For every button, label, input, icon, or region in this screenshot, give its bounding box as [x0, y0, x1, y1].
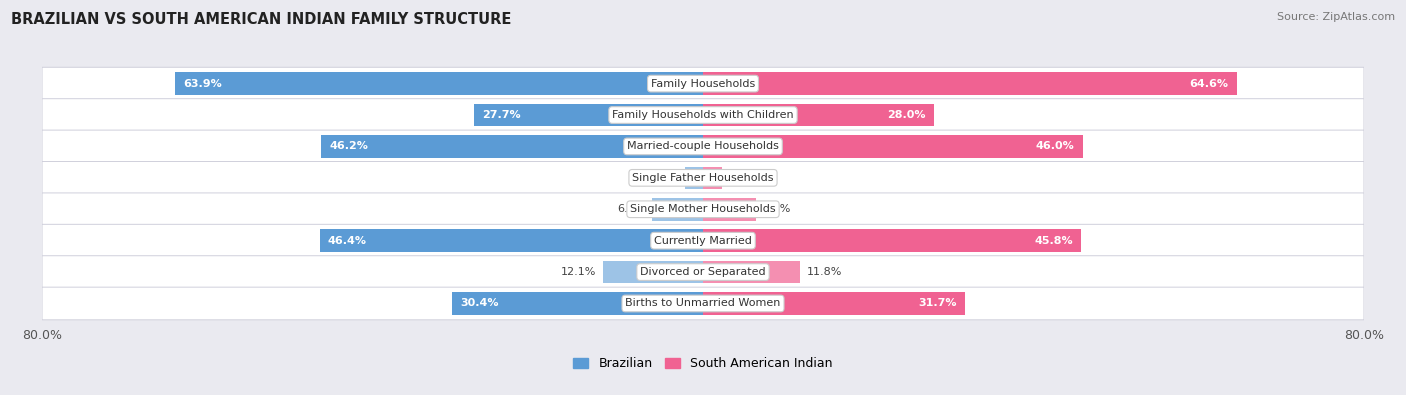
Text: BRAZILIAN VS SOUTH AMERICAN INDIAN FAMILY STRUCTURE: BRAZILIAN VS SOUTH AMERICAN INDIAN FAMIL… [11, 12, 512, 27]
Bar [703, 261, 800, 283]
FancyBboxPatch shape [42, 67, 1364, 100]
Text: Currently Married: Currently Married [654, 236, 752, 246]
Text: 27.7%: 27.7% [482, 110, 522, 120]
Bar [652, 198, 703, 220]
FancyBboxPatch shape [42, 99, 1364, 132]
Text: Births to Unmarried Women: Births to Unmarried Women [626, 299, 780, 308]
Text: 64.6%: 64.6% [1189, 79, 1229, 88]
Text: 28.0%: 28.0% [887, 110, 927, 120]
FancyBboxPatch shape [42, 162, 1364, 194]
Text: 12.1%: 12.1% [561, 267, 596, 277]
Text: Single Mother Households: Single Mother Households [630, 204, 776, 214]
Bar [703, 104, 934, 126]
FancyBboxPatch shape [42, 224, 1364, 257]
Text: 11.8%: 11.8% [807, 267, 842, 277]
FancyBboxPatch shape [42, 256, 1364, 288]
Legend: Brazilian, South American Indian: Brazilian, South American Indian [568, 352, 838, 375]
Text: 46.2%: 46.2% [329, 141, 368, 151]
Bar [703, 135, 1083, 158]
Text: Married-couple Households: Married-couple Households [627, 141, 779, 151]
Bar [703, 72, 1237, 95]
Text: 2.3%: 2.3% [728, 173, 756, 183]
Bar [703, 292, 965, 315]
Text: 6.2%: 6.2% [617, 204, 645, 214]
Text: 30.4%: 30.4% [460, 299, 499, 308]
Text: Single Father Households: Single Father Households [633, 173, 773, 183]
Text: 45.8%: 45.8% [1035, 236, 1073, 246]
Bar [319, 229, 703, 252]
Text: 6.4%: 6.4% [762, 204, 790, 214]
Text: Divorced or Separated: Divorced or Separated [640, 267, 766, 277]
Bar [451, 292, 703, 315]
Text: 63.9%: 63.9% [183, 79, 222, 88]
FancyBboxPatch shape [42, 193, 1364, 226]
Text: 31.7%: 31.7% [918, 299, 956, 308]
Text: Family Households with Children: Family Households with Children [612, 110, 794, 120]
FancyBboxPatch shape [42, 287, 1364, 320]
Text: 2.2%: 2.2% [650, 173, 678, 183]
Text: 46.0%: 46.0% [1036, 141, 1074, 151]
Text: Source: ZipAtlas.com: Source: ZipAtlas.com [1277, 12, 1395, 22]
Bar [322, 135, 703, 158]
Bar [703, 229, 1081, 252]
Text: 46.4%: 46.4% [328, 236, 367, 246]
Bar [703, 198, 756, 220]
Bar [474, 104, 703, 126]
Bar [685, 167, 703, 189]
Bar [603, 261, 703, 283]
FancyBboxPatch shape [42, 130, 1364, 163]
Text: Family Households: Family Households [651, 79, 755, 88]
Bar [176, 72, 703, 95]
Bar [703, 167, 723, 189]
